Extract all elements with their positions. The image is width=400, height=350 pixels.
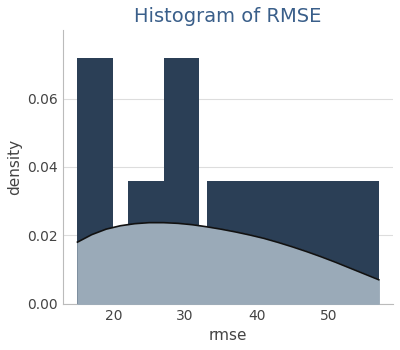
X-axis label: rmse: rmse	[209, 328, 247, 343]
Bar	[128, 181, 164, 304]
Bar	[328, 181, 379, 304]
Title: Histogram of RMSE: Histogram of RMSE	[134, 7, 322, 26]
Bar	[78, 58, 113, 304]
Y-axis label: density: density	[7, 139, 22, 195]
Bar	[164, 58, 199, 304]
Bar	[206, 181, 271, 304]
Bar	[271, 181, 328, 304]
